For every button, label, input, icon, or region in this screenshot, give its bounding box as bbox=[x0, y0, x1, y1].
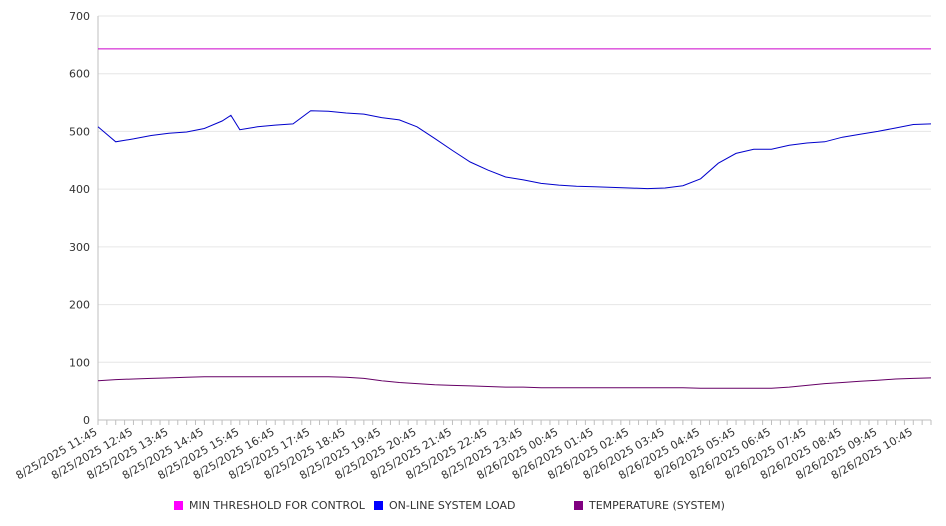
legend-swatch bbox=[574, 501, 583, 510]
series-line-2 bbox=[97, 376, 932, 389]
series-line-1 bbox=[97, 110, 932, 190]
y-axis: 0 100 200 300 400 500 600 700 bbox=[69, 10, 99, 427]
y-tick-label: 500 bbox=[69, 125, 90, 138]
legend-item-temperature: TEMPERATURE (SYSTEM) bbox=[574, 499, 725, 512]
y-tick-label: 700 bbox=[69, 10, 90, 23]
legend-item-min-threshold: MIN THRESHOLD FOR CONTROL bbox=[174, 499, 365, 512]
y-tick-label: 300 bbox=[69, 241, 90, 254]
legend-label: ON-LINE SYSTEM LOAD bbox=[389, 499, 516, 512]
legend-swatch bbox=[174, 501, 183, 510]
legend-label: MIN THRESHOLD FOR CONTROL bbox=[189, 499, 365, 512]
y-tick-label: 100 bbox=[69, 356, 90, 369]
chart-legend: MIN THRESHOLD FOR CONTROL ON-LINE SYSTEM… bbox=[0, 497, 946, 517]
series-lines bbox=[97, 48, 932, 389]
legend-label: TEMPERATURE (SYSTEM) bbox=[589, 499, 725, 512]
x-axis: 8/25/2025 11:458/25/2025 12:458/25/2025 … bbox=[14, 419, 932, 482]
y-tick-label: 400 bbox=[69, 183, 90, 196]
y-tick-label: 0 bbox=[83, 414, 90, 427]
legend-swatch bbox=[374, 501, 383, 510]
grid-lines bbox=[98, 15, 931, 421]
y-tick-label: 600 bbox=[69, 68, 90, 81]
y-tick-label: 200 bbox=[69, 299, 90, 312]
legend-item-system-load: ON-LINE SYSTEM LOAD bbox=[374, 499, 515, 512]
